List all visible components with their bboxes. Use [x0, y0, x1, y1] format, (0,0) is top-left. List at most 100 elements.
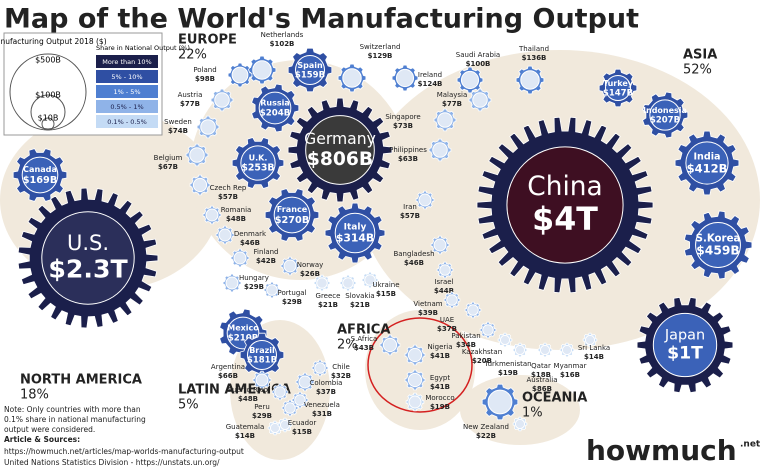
- sources-title: Article & Sources:: [4, 435, 80, 444]
- country-value: $270B: [275, 215, 309, 226]
- country-name: U.S.: [67, 231, 109, 255]
- country-value: $2.3T: [48, 255, 128, 284]
- country-value: $42B: [256, 257, 276, 265]
- gear-face: [652, 312, 718, 378]
- gear-face: [200, 119, 216, 135]
- country-name: Israel: [434, 278, 453, 286]
- country-value: $46B: [240, 239, 260, 247]
- gear-face: [205, 208, 219, 222]
- country-value: $86B: [532, 385, 552, 393]
- country-name: Chile: [332, 363, 350, 371]
- gear-face: [274, 386, 286, 398]
- gear-face: [514, 418, 526, 430]
- region-name: ASIA: [683, 48, 717, 63]
- gear-face: [561, 344, 573, 356]
- country-name: Thailand: [518, 45, 549, 53]
- country-value: $26B: [300, 270, 320, 278]
- country-value: $19B: [498, 369, 518, 377]
- legend-title: Manufacturing Output 2018 ($): [0, 37, 107, 46]
- country-name: UAE: [440, 316, 454, 324]
- country-name: S.Korea: [696, 233, 741, 244]
- country-value: $98B: [195, 75, 215, 83]
- region-name: OCEANIA: [522, 391, 587, 406]
- gear-face: [342, 277, 354, 289]
- country-name: Canada: [23, 164, 57, 174]
- country-name: Slovakia: [345, 292, 374, 300]
- country-name: China: [527, 171, 602, 202]
- country-value: $43B: [354, 344, 374, 352]
- gear-face: [21, 156, 59, 194]
- country-value: $41B: [430, 352, 450, 360]
- country-value: $22B: [476, 432, 496, 440]
- gear-face: [231, 66, 249, 84]
- country-value: $314B: [336, 231, 374, 244]
- gear-face: [364, 274, 376, 286]
- country-name: Guatemala: [226, 423, 265, 431]
- gear-face: [649, 99, 681, 131]
- gear-face: [584, 334, 596, 346]
- country-name: Hungary: [239, 274, 269, 282]
- country-name: Malaysia: [437, 91, 468, 99]
- region-share: 2%: [337, 338, 358, 353]
- gear-face: [273, 196, 311, 234]
- country-name: Germany: [304, 130, 376, 148]
- country-value: $169B: [23, 175, 57, 186]
- note-line: 0.1% share in national manufacturing: [4, 415, 146, 424]
- country-name: Ukraine: [372, 281, 399, 289]
- country-name: New Zealand: [463, 423, 509, 431]
- country-name: Egypt: [430, 374, 450, 382]
- country-name: Myanmar: [554, 362, 587, 370]
- country-name: Portugal: [278, 289, 307, 297]
- legend-swatch: [96, 115, 158, 128]
- gear-face: [487, 389, 513, 415]
- country-value: $14B: [235, 432, 255, 440]
- country-name: Poland: [193, 66, 216, 74]
- country-name: Nigeria: [427, 343, 452, 351]
- logo: howmuch: [586, 434, 737, 467]
- country-value: $77B: [180, 100, 200, 108]
- legend-share: More than 10%: [102, 58, 151, 66]
- gear-face: [283, 259, 297, 273]
- country-name: Argentina: [211, 363, 245, 371]
- gear-face: [520, 70, 540, 90]
- gear-face: [252, 60, 272, 80]
- gear-face: [432, 142, 448, 158]
- country-name: Romania: [221, 206, 252, 214]
- country-value: $207B: [650, 115, 680, 125]
- country-value: $37B: [437, 325, 457, 333]
- gear-face: [342, 68, 362, 88]
- gear-face: [433, 238, 447, 252]
- gear-face: [395, 68, 415, 88]
- country-value: $39B: [418, 309, 438, 317]
- country-name: Belgium: [154, 154, 183, 162]
- country-value: $34B: [456, 341, 476, 349]
- country-value: $129B: [368, 52, 393, 60]
- country-value: $181B: [247, 355, 277, 365]
- gear-face: [218, 228, 232, 242]
- country-name: Netherlands: [261, 31, 304, 39]
- gear-face: [499, 334, 511, 346]
- country-name: Russia: [260, 99, 290, 108]
- region-share: 18%: [20, 388, 49, 403]
- source-line: United Nations Statistics Division - htt…: [4, 458, 220, 467]
- country-value: $806B: [307, 149, 373, 170]
- country-value: $159B: [295, 70, 325, 80]
- region-share: 52%: [683, 63, 712, 78]
- country-name: Morocco: [425, 394, 454, 402]
- country-name: Vietnam: [413, 300, 442, 308]
- country-name: Iran: [403, 203, 417, 211]
- country-value: $210B: [228, 333, 259, 343]
- country-name: Greece: [316, 292, 341, 300]
- gear-face: [233, 251, 247, 265]
- gear-face: [189, 147, 205, 163]
- country-value: $44B: [434, 287, 454, 295]
- legend-swatch: [96, 100, 158, 113]
- country-name: Austria: [178, 91, 203, 99]
- country-value: $100B: [466, 60, 491, 68]
- country-value: $15B: [292, 428, 312, 436]
- country-name: Philippines: [389, 146, 427, 154]
- country-value: $21B: [318, 301, 338, 309]
- region-share: 5%: [178, 398, 199, 413]
- country-value: $459B: [696, 244, 739, 258]
- gear-face: [604, 74, 632, 102]
